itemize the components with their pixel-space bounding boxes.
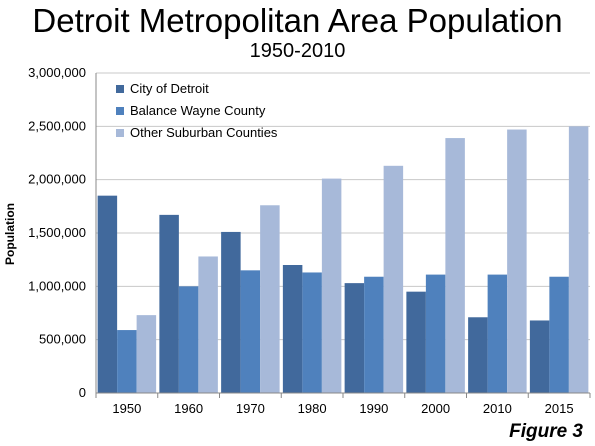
bar bbox=[549, 276, 569, 393]
bar bbox=[425, 274, 446, 393]
bar bbox=[383, 165, 404, 393]
figure-label: Figure 3 bbox=[509, 421, 583, 442]
y-axis-label: Population bbox=[3, 203, 17, 265]
bar bbox=[136, 315, 157, 393]
x-tick-labels: 1950 1960 1970 1980 1990 2000 2010 2015 bbox=[112, 401, 573, 416]
x-tick-label: 2010 bbox=[483, 401, 512, 416]
x-tick-label: 1990 bbox=[359, 401, 388, 416]
bar bbox=[445, 138, 465, 393]
bar-marks bbox=[97, 126, 589, 394]
bar bbox=[364, 276, 384, 393]
x-tick-label: 1980 bbox=[298, 401, 327, 416]
axes bbox=[95, 73, 591, 398]
bar bbox=[198, 256, 218, 393]
y-tick-label: 2,500,000 bbox=[28, 118, 86, 133]
x-tick-label: 2000 bbox=[421, 401, 450, 416]
bar bbox=[568, 126, 589, 393]
bar bbox=[97, 195, 118, 393]
bar bbox=[159, 214, 179, 393]
bar bbox=[507, 129, 527, 394]
chart-title: Detroit Metropolitan Area Population bbox=[32, 2, 563, 39]
bar bbox=[260, 205, 280, 393]
legend: City of Detroit Balance Wayne County Other… bbox=[116, 81, 278, 140]
y-tick-label: 1,000,000 bbox=[28, 278, 86, 293]
bar bbox=[406, 291, 426, 393]
bar bbox=[344, 283, 365, 393]
x-tick-label: 1950 bbox=[112, 401, 141, 416]
legend-swatch bbox=[116, 107, 124, 115]
y-tick-labels: 0 500,000 1,000,000 1,500,000 2,000,000 2,500… bbox=[28, 65, 86, 400]
y-tick-label: 2,000,000 bbox=[28, 172, 86, 187]
chart-subtitle: 1950-2010 bbox=[249, 40, 346, 62]
y-tick-label: 0 bbox=[79, 385, 86, 400]
y-tick-label: 3,000,000 bbox=[28, 65, 86, 80]
y-tick-label: 500,000 bbox=[39, 332, 86, 347]
bar bbox=[117, 330, 137, 393]
legend-swatch bbox=[116, 85, 124, 93]
legend-label: Balance Wayne County bbox=[130, 103, 266, 118]
bar bbox=[302, 272, 322, 393]
bar bbox=[282, 265, 303, 393]
legend-label: City of Detroit bbox=[130, 81, 209, 96]
y-tick-label: 1,500,000 bbox=[28, 225, 86, 240]
bar bbox=[178, 286, 199, 393]
x-tick-label: 1970 bbox=[236, 401, 265, 416]
legend-swatch bbox=[116, 129, 124, 137]
bar bbox=[487, 274, 508, 393]
x-tick-label: 1960 bbox=[174, 401, 203, 416]
bar bbox=[529, 320, 550, 393]
x-tick-label: 2015 bbox=[545, 401, 574, 416]
bar bbox=[468, 317, 488, 393]
bar bbox=[221, 231, 241, 393]
bar bbox=[240, 270, 261, 393]
legend-label: Other Suburban Counties bbox=[130, 125, 278, 140]
bar bbox=[321, 178, 342, 393]
